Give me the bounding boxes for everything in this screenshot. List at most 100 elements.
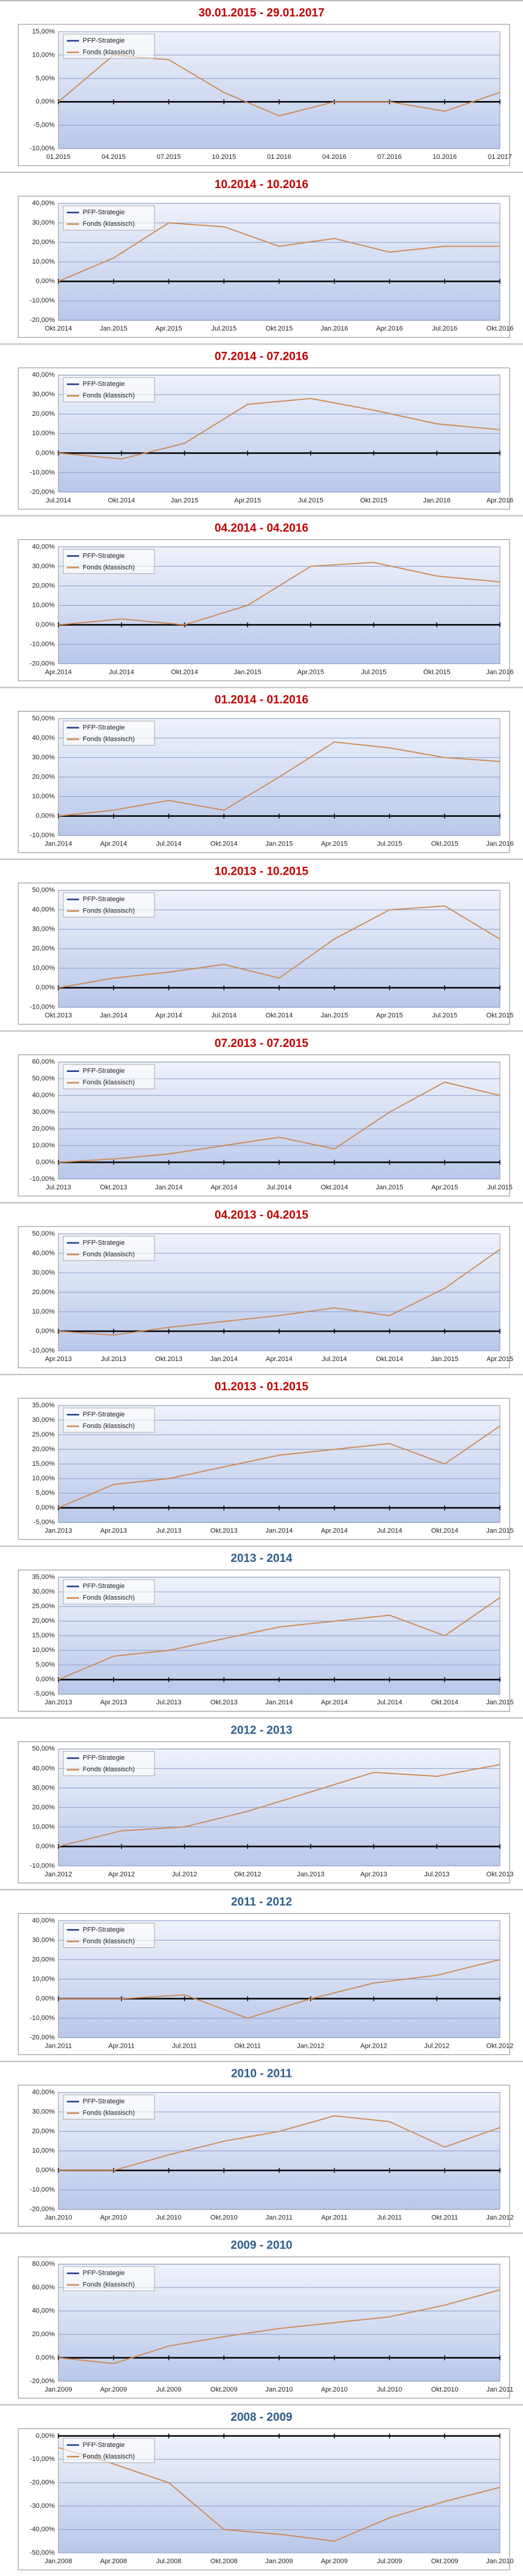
y-tick-label: 60,00% [32, 2284, 55, 2291]
y-tick-label: 20,00% [32, 1804, 55, 1811]
y-tick-label: -10,00% [30, 832, 55, 839]
y-tick-label: 15,00% [32, 1632, 55, 1639]
legend-label: Fonds (klassisch) [83, 392, 135, 399]
y-tick-label: 20,00% [32, 2331, 55, 2338]
y-tick-label: 25,00% [32, 1431, 55, 1438]
y-tick-label: 40,00% [32, 1250, 55, 1257]
x-tick-label: Apr.2014 [155, 1012, 182, 1020]
x-tick-label: Jul.2013 [101, 1356, 126, 1363]
legend-label: PFP-Strategie [83, 1754, 125, 1762]
series-line [58, 222, 500, 282]
x-tick-label: Okt.2014 [108, 497, 135, 504]
y-tick-label: 10,00% [32, 965, 55, 972]
y-tick-label: 20,00% [32, 945, 55, 953]
y-tick-label: -5,00% [33, 1690, 55, 1698]
y-tick-label: 20,00% [32, 2128, 55, 2135]
y-tick-label: 0,00% [36, 2432, 55, 2440]
x-tick-label: Jan.2016 [486, 668, 513, 676]
legend-box [63, 548, 155, 574]
chart-title: 07.2013 - 07.2015 [215, 1037, 309, 1050]
x-tick-label: 10.2015 [212, 153, 236, 161]
chart-title: 07.2014 - 07.2016 [215, 350, 308, 363]
x-tick-label: Apr.2014 [100, 841, 127, 848]
y-tick-label: 40,00% [32, 2089, 55, 2096]
y-tick-label: 15,00% [32, 28, 55, 35]
y-tick-label: -30,00% [30, 2502, 55, 2510]
x-tick-label: Jan.2011 [487, 2386, 513, 2393]
x-tick-label: Apr.2015 [431, 1184, 458, 1191]
x-tick-label: Okt.2014 [210, 841, 238, 848]
y-tick-label: 20,00% [32, 774, 55, 781]
x-tick-label: Jan.2013 [44, 1527, 72, 1535]
y-tick-label: 40,00% [32, 2307, 55, 2314]
series-line [58, 562, 500, 626]
legend-label: Fonds (klassisch) [83, 735, 135, 743]
chart-panel: 10.2013 - 10.2015 -10,00% 0,00% 10,00% 20,00… [0, 858, 523, 1025]
y-tick-label: 30,00% [32, 1936, 55, 1944]
y-tick-label: 0,00% [36, 278, 55, 285]
y-tick-label: -10,00% [30, 145, 55, 152]
series-line [58, 1248, 500, 1336]
y-tick-label: 20,00% [32, 410, 55, 418]
y-tick-label: 40,00% [32, 906, 55, 914]
x-tick-label: Apr.2014 [210, 1184, 237, 1191]
x-tick-label: Jan.2016 [423, 497, 451, 504]
x-tick-label: Apr.2011 [108, 2043, 134, 2050]
x-tick-label: Jul.2011 [172, 2043, 197, 2050]
legend-box [63, 1407, 155, 1433]
chart-title: 2012 - 2013 [230, 1724, 292, 1737]
y-tick-label: 10,00% [32, 1475, 55, 1482]
chart-title: 01.2013 - 01.2015 [215, 1381, 309, 1393]
x-tick-label: Okt.2015 [360, 497, 387, 504]
y-tick-label: 10,00% [32, 1975, 55, 1983]
chart-panel: 10.2014 - 10.2016 -20,00% -10,00% 0,00% 10,0… [0, 172, 523, 338]
x-tick-label: Jul.2009 [377, 2558, 403, 2565]
chart-panel: 07.2014 - 07.2016 -20,00% -10,00% 0,00% 10,0… [0, 343, 523, 509]
y-tick-label: 10,00% [32, 793, 55, 800]
chart-title: 04.2014 - 04.2016 [215, 522, 308, 534]
y-tick-label: 10,00% [32, 51, 55, 58]
x-tick-label: Jan.2014 [100, 1012, 127, 1020]
x-tick-label: Apr.2014 [45, 668, 72, 676]
y-tick-label: -20,00% [30, 317, 55, 324]
x-tick-label: Jan.2014 [265, 1699, 293, 1706]
x-tick-label: Jul.2013 [424, 1871, 449, 1878]
legend-box [63, 1922, 155, 1948]
chart-title: 10.2014 - 10.2016 [215, 178, 308, 191]
legend-label: Fonds (klassisch) [83, 49, 135, 56]
y-tick-label: 10,00% [32, 1142, 55, 1149]
series-line [58, 1425, 500, 1509]
x-tick-label: Apr.2015 [321, 841, 348, 848]
chart-title: 2009 - 2010 [230, 2239, 292, 2252]
legend-label: Fonds (klassisch) [83, 1423, 135, 1430]
legend-label: PFP-Strategie [83, 380, 125, 388]
x-tick-label: Jan.2010 [265, 2386, 293, 2393]
legend-label: PFP-Strategie [83, 1411, 125, 1418]
x-tick-label: Jan.2014 [44, 841, 72, 848]
x-tick-label: Jan.2011 [45, 2043, 72, 2050]
y-tick-label: -10,00% [30, 1347, 55, 1354]
y-tick-label: -10,00% [30, 2455, 55, 2463]
x-tick-label: Apr.2016 [376, 325, 403, 332]
y-tick-label: -10,00% [30, 1862, 55, 1869]
legend-box [63, 892, 155, 918]
x-tick-label: Okt.2013 [155, 1356, 182, 1363]
x-tick-label: Apr.2013 [100, 1699, 127, 1706]
y-tick-label: 0,00% [36, 98, 55, 105]
x-tick-label: Jul.2013 [46, 1184, 71, 1191]
y-tick-label: -10,00% [30, 2186, 55, 2194]
legend-label: Fonds (klassisch) [83, 1594, 135, 1601]
y-tick-label: 20,00% [32, 1446, 55, 1453]
x-tick-label: Okt.2010 [210, 2214, 238, 2222]
y-tick-label: 0,00% [36, 1676, 55, 1683]
x-tick-label: Jan.2013 [297, 1871, 324, 1878]
y-tick-label: -10,00% [30, 469, 55, 476]
y-tick-label: 30,00% [32, 219, 55, 226]
chart-title: 2011 - 2012 [231, 1895, 292, 1908]
x-tick-label: 07.2016 [378, 153, 402, 161]
x-tick-label: Apr.2014 [321, 1527, 348, 1535]
y-tick-label: 50,00% [32, 715, 55, 722]
y-tick-label: 20,00% [32, 1617, 55, 1625]
x-tick-label: Apr.2010 [100, 2214, 127, 2222]
y-tick-label: 15,00% [32, 1460, 55, 1468]
